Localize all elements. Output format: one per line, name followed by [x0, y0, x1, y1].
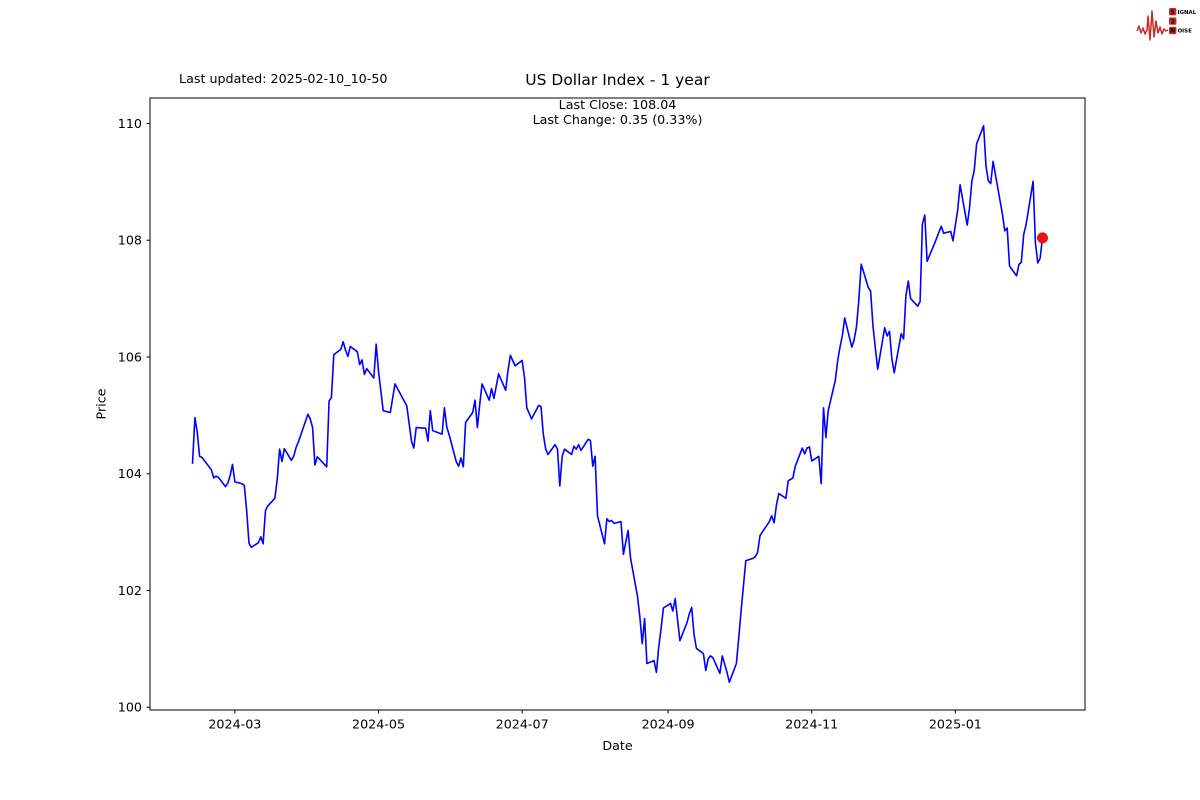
x-tick-label: 2024-05: [352, 717, 405, 732]
price-series-line: [191, 125, 1044, 684]
logo-badge-2: [1169, 17, 1177, 25]
last-updated-label: Last updated: 2025-02-10_10-50: [179, 71, 388, 86]
chart-title: US Dollar Index - 1 year: [525, 71, 710, 89]
x-tick-label: 2024-11: [785, 717, 838, 732]
y-tick-label: 104: [118, 466, 142, 481]
x-tick-label: 2025-01: [929, 717, 982, 732]
logo-badge-2-letter: 2: [1171, 18, 1175, 25]
logo-badge-n: [1169, 26, 1177, 35]
last-change-text: Last Change: 0.35 (0.33%): [532, 111, 703, 127]
logo-badge-n-letter: N: [1170, 28, 1175, 35]
logo-text-ignal: IGNAL: [1178, 10, 1197, 16]
y-tick-label: 100: [118, 700, 142, 715]
x-tick-label: 2024-03: [208, 717, 261, 732]
logo-text-oise: OISE: [1178, 29, 1192, 35]
y-tick-label: 110: [118, 116, 142, 131]
x-tick-label: 2024-07: [496, 717, 549, 732]
signal2noise-logo: S IGNAL 2 N OISE: [1136, 8, 1197, 41]
y-tick-label: 106: [118, 349, 142, 364]
waveform-icon: [1136, 10, 1169, 41]
chart-subtitle: Last Close: 108.04 Last Change: 0.35 (0.…: [150, 97, 1085, 127]
last-close-text: Last Close: 108.04: [558, 97, 677, 112]
y-tick-label: 108: [118, 233, 142, 248]
logo-wordmark: S IGNAL 2 N OISE: [1169, 8, 1197, 35]
x-axis-label: Date: [602, 738, 633, 753]
logo-badge-s-letter: S: [1171, 9, 1175, 16]
last-close-marker: [1037, 232, 1048, 244]
y-tick-label: 102: [118, 583, 142, 598]
logo-badge-s: [1169, 8, 1177, 16]
x-tick-label: 2024-09: [642, 717, 695, 732]
